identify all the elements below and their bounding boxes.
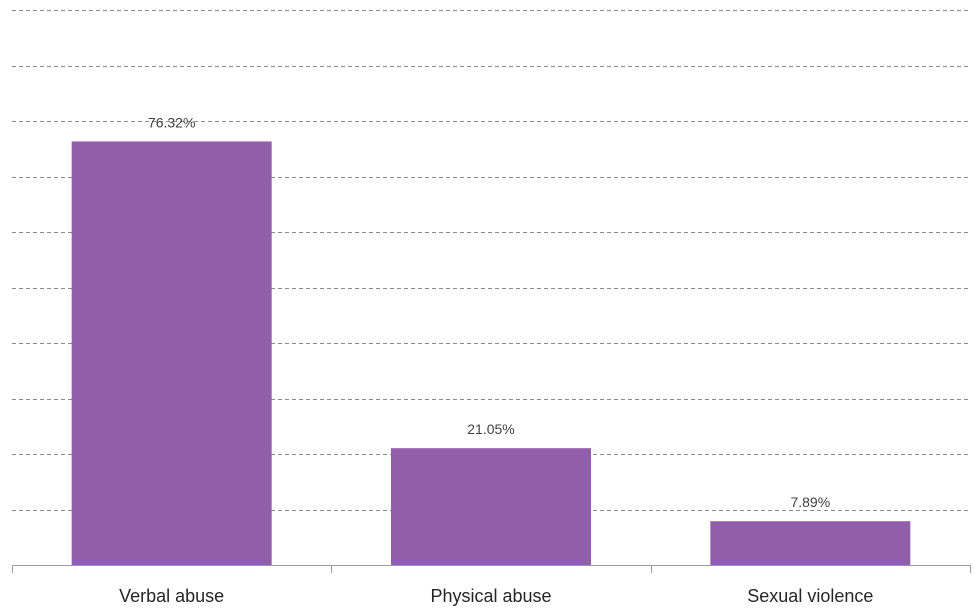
data-label: 7.89% [790,494,830,510]
bars [71,141,911,565]
category-labels: Verbal abuse Physical abuse Sexual violenc… [119,586,873,606]
x-tick-label: Verbal abuse [119,586,224,606]
data-label: 21.05% [467,421,514,437]
bar-sexual-violence [710,521,911,565]
gridlines [12,10,970,511]
data-labels: 76.32% 21.05% 7.89% [148,114,830,510]
bar-physical-abuse [391,448,591,565]
data-label: 76.32% [148,114,195,130]
x-axis [12,565,971,573]
bar-verbal-abuse [71,141,272,565]
x-tick-label: Sexual violence [747,586,873,606]
x-tick-label: Physical abuse [430,586,551,606]
